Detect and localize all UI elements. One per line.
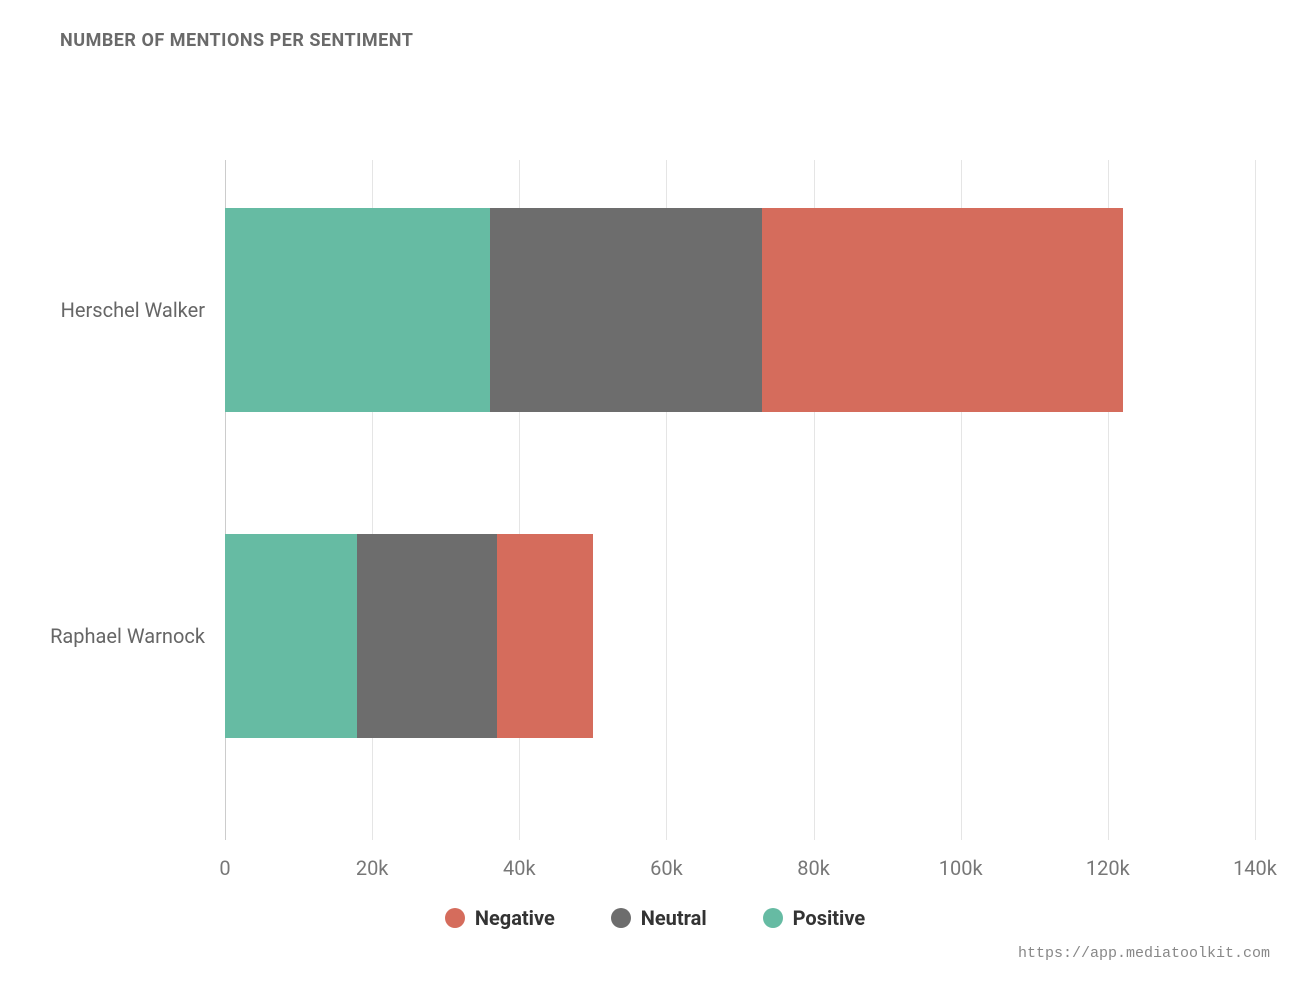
legend-label-negative: Negative — [475, 906, 555, 930]
bar-segment-positive — [225, 534, 357, 738]
x-tick-label: 60k — [650, 856, 683, 880]
legend-swatch-positive — [763, 908, 783, 928]
legend-item-neutral: Neutral — [611, 906, 707, 930]
chart-container: NUMBER OF MENTIONS PER SENTIMENT 020k40k… — [0, 0, 1310, 982]
chart-title: NUMBER OF MENTIONS PER SENTIMENT — [60, 30, 413, 51]
x-tick-label: 20k — [356, 856, 389, 880]
credit-link[interactable]: https://app.mediatoolkit.com — [1018, 945, 1270, 962]
x-tick-label: 100k — [939, 856, 983, 880]
x-tick-label: 120k — [1086, 856, 1130, 880]
bar-group — [225, 208, 1123, 412]
y-category-label: Raphael Warnock — [50, 624, 205, 648]
bar-segment-negative — [762, 208, 1123, 412]
legend-label-neutral: Neutral — [641, 906, 707, 930]
gridline — [1255, 160, 1256, 840]
bar-segment-neutral — [490, 208, 762, 412]
legend-label-positive: Positive — [793, 906, 865, 930]
bar-group — [225, 534, 593, 738]
legend-item-negative: Negative — [445, 906, 555, 930]
bar-segment-negative — [497, 534, 593, 738]
x-tick-label: 140k — [1233, 856, 1277, 880]
plot-area: 020k40k60k80k100k120k140kHerschel Walker… — [225, 160, 1255, 840]
legend-swatch-neutral — [611, 908, 631, 928]
x-tick-label: 0 — [219, 856, 230, 880]
legend-swatch-negative — [445, 908, 465, 928]
x-tick-label: 80k — [797, 856, 830, 880]
y-category-label: Herschel Walker — [61, 298, 205, 322]
legend: Negative Neutral Positive — [0, 906, 1310, 930]
x-tick-label: 40k — [503, 856, 536, 880]
bar-segment-positive — [225, 208, 490, 412]
legend-item-positive: Positive — [763, 906, 865, 930]
bar-segment-neutral — [357, 534, 497, 738]
